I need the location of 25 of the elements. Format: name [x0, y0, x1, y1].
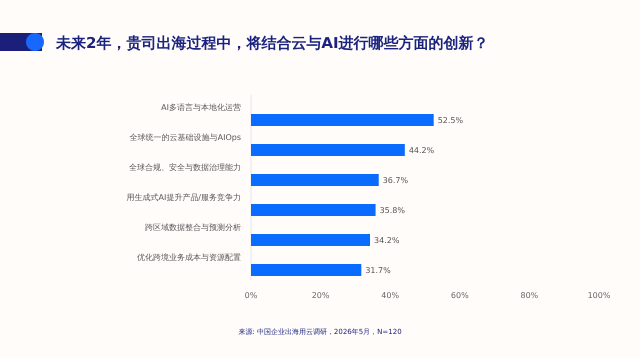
chart-title: 未来2年，贵司出海过程中，将结合云与AI进行哪些方面的创新？ — [55, 34, 489, 52]
x-tick-label: 20% — [312, 291, 330, 300]
x-tick-label: 100% — [588, 291, 611, 300]
x-tick-label: 60% — [450, 291, 470, 300]
bar — [251, 264, 362, 276]
data-label: 44.2% — [408, 146, 435, 155]
bar — [251, 114, 434, 126]
bar — [251, 174, 379, 186]
y-tick-label: 全球合规、安全与数据治理能力 — [129, 163, 241, 172]
bar — [251, 234, 370, 246]
y-tick-label: 优化跨境业务成本与资源配置 — [137, 253, 241, 262]
y-tick-label: 跨区域数据整合与预测分析 — [145, 223, 241, 232]
data-label: 31.7% — [365, 266, 392, 275]
bar — [251, 144, 405, 156]
y-tick-label: AI多语言与本地化运营 — [161, 103, 241, 112]
x-tick-label: 80% — [520, 291, 539, 300]
data-label: 34.2% — [374, 236, 400, 245]
y-tick-label: 用生成式AI提升产品/服务竞争力 — [126, 193, 241, 202]
data-label: 36.7% — [382, 176, 409, 185]
y-tick-label: 全球统一的云基础设施与AIOps — [130, 133, 241, 142]
bar — [251, 204, 376, 216]
x-tick-label: 0% — [244, 291, 258, 300]
data-label: 52.5% — [438, 116, 464, 125]
x-tick-label: 40% — [381, 291, 400, 300]
data-label: 35.8% — [380, 206, 406, 215]
